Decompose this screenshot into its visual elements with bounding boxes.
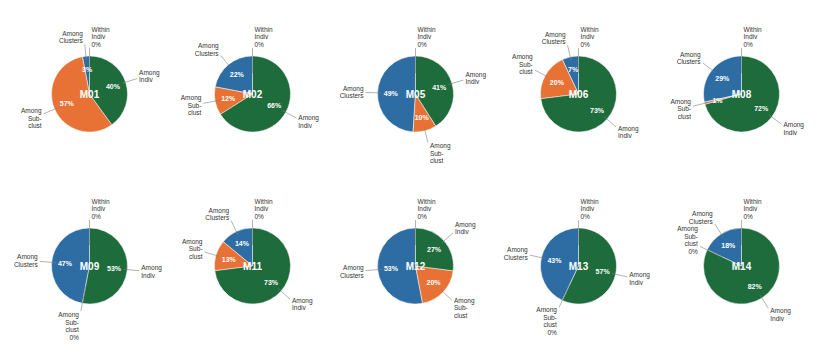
svg-text:WithinIndiv0%: WithinIndiv0% xyxy=(581,26,599,48)
svg-text:AmongIndiv: AmongIndiv xyxy=(629,271,650,286)
svg-text:M08: M08 xyxy=(732,89,752,100)
svg-text:72%: 72% xyxy=(754,105,769,112)
svg-text:43%: 43% xyxy=(547,257,562,264)
svg-text:M14: M14 xyxy=(732,261,752,272)
svg-text:AmongIndiv: AmongIndiv xyxy=(770,307,791,322)
svg-text:M13: M13 xyxy=(569,261,589,272)
svg-text:WithinIndiv0%: WithinIndiv0% xyxy=(744,26,762,48)
svg-text:AmongIndiv: AmongIndiv xyxy=(455,221,476,236)
svg-text:29%: 29% xyxy=(715,75,730,82)
svg-text:AmongSub-clust: AmongSub-clust xyxy=(21,107,42,129)
svg-text:10%: 10% xyxy=(415,114,430,121)
svg-text:WithinIndiv0%: WithinIndiv0% xyxy=(255,198,273,220)
svg-text:AmongClusters: AmongClusters xyxy=(340,264,365,279)
svg-text:AmongSub-clust: AmongSub-clust xyxy=(512,53,533,75)
svg-text:AmongSub-clust: AmongSub-clust xyxy=(181,94,202,116)
svg-text:AmongClusters: AmongClusters xyxy=(59,30,84,45)
svg-text:41%: 41% xyxy=(432,84,447,91)
svg-text:AmongIndiv: AmongIndiv xyxy=(292,297,313,312)
svg-text:14%: 14% xyxy=(235,240,250,247)
svg-text:WithinIndiv0%: WithinIndiv0% xyxy=(744,198,762,220)
svg-text:M05: M05 xyxy=(406,89,426,100)
svg-text:22%: 22% xyxy=(230,71,245,78)
svg-text:82%: 82% xyxy=(748,283,763,290)
svg-text:66%: 66% xyxy=(267,102,282,109)
svg-text:M06: M06 xyxy=(569,89,589,100)
svg-text:12%: 12% xyxy=(221,95,236,102)
svg-text:M12: M12 xyxy=(406,261,426,272)
svg-text:73%: 73% xyxy=(264,279,279,286)
svg-text:AmongIndiv: AmongIndiv xyxy=(139,69,160,84)
svg-text:AmongIndiv: AmongIndiv xyxy=(783,121,804,136)
svg-text:47%: 47% xyxy=(58,260,73,267)
svg-text:AmongClusters: AmongClusters xyxy=(205,207,230,222)
svg-text:3%: 3% xyxy=(82,66,93,73)
svg-text:AmongSub-clust0%: AmongSub-clust0% xyxy=(536,306,557,336)
svg-text:57%: 57% xyxy=(596,268,611,275)
svg-text:73%: 73% xyxy=(590,107,605,114)
svg-text:AmongSub-clust0%: AmongSub-clust0% xyxy=(677,225,698,255)
svg-text:18%: 18% xyxy=(721,242,736,249)
svg-text:AmongSub-clust: AmongSub-clust xyxy=(670,98,691,120)
svg-text:7%: 7% xyxy=(568,66,579,73)
svg-text:AmongClusters: AmongClusters xyxy=(677,51,702,66)
svg-text:WithinIndiv0%: WithinIndiv0% xyxy=(92,26,110,48)
svg-text:AmongClusters: AmongClusters xyxy=(195,42,220,57)
svg-text:AmongIndiv: AmongIndiv xyxy=(298,114,319,129)
svg-text:20%: 20% xyxy=(550,79,565,86)
svg-text:AmongSub-clust: AmongSub-clust xyxy=(454,297,475,319)
svg-text:13%: 13% xyxy=(222,256,237,263)
svg-text:AmongClusters: AmongClusters xyxy=(542,31,567,45)
svg-text:WithinIndiv0%: WithinIndiv0% xyxy=(581,198,599,220)
svg-text:AmongIndiv: AmongIndiv xyxy=(141,264,162,279)
svg-text:AmongClusters: AmongClusters xyxy=(504,246,529,261)
svg-text:WithinIndiv0%: WithinIndiv0% xyxy=(418,26,436,48)
svg-text:40%: 40% xyxy=(106,83,121,90)
svg-text:WithinIndiv0%: WithinIndiv0% xyxy=(92,198,110,220)
svg-text:AmongClusters: AmongClusters xyxy=(340,85,365,100)
svg-text:AmongSub-clust: AmongSub-clust xyxy=(182,238,203,260)
svg-text:M02: M02 xyxy=(243,89,263,100)
svg-text:AmongClusters: AmongClusters xyxy=(14,253,39,268)
svg-text:20%: 20% xyxy=(426,279,441,286)
svg-text:1%: 1% xyxy=(712,97,723,104)
svg-text:M09: M09 xyxy=(80,261,100,272)
svg-text:WithinIndiv0%: WithinIndiv0% xyxy=(418,198,436,220)
svg-text:AmongIndiv: AmongIndiv xyxy=(466,71,487,86)
svg-text:AmongIndiv: AmongIndiv xyxy=(618,125,639,139)
svg-text:AmongSub-clust: AmongSub-clust xyxy=(430,142,451,164)
svg-text:M01: M01 xyxy=(80,89,100,100)
svg-text:AmongClusters: AmongClusters xyxy=(689,210,714,225)
svg-text:AmongSub-clust0%: AmongSub-clust0% xyxy=(58,311,79,341)
svg-text:57%: 57% xyxy=(60,100,75,107)
svg-text:M11: M11 xyxy=(243,261,262,272)
svg-text:49%: 49% xyxy=(384,90,399,97)
svg-text:WithinIndiv0%: WithinIndiv0% xyxy=(255,26,273,48)
svg-text:27%: 27% xyxy=(427,246,442,253)
svg-text:53%: 53% xyxy=(384,265,399,272)
svg-text:53%: 53% xyxy=(107,265,122,272)
